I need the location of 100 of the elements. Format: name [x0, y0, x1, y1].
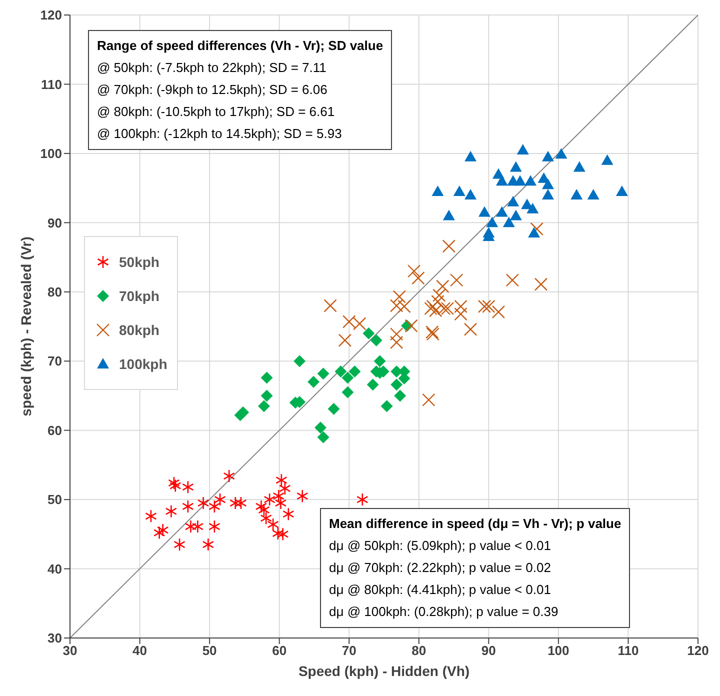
- point: [450, 274, 464, 287]
- point: [342, 372, 354, 384]
- point: [145, 510, 157, 523]
- point: [294, 355, 306, 368]
- y-tick-label: 120: [40, 8, 62, 23]
- point: [492, 305, 506, 319]
- point: [422, 393, 436, 406]
- annotation: @ 50kph: (-7.5kph to 22kph); SD = 7.11: [97, 59, 328, 77]
- x-axis-title: Speed (kph) - Hidden (Vh): [298, 663, 470, 679]
- point: [184, 520, 197, 534]
- point: [197, 496, 210, 510]
- annotation: @ 100kph: (-12kph to 14.5kph); SD = 5.93: [97, 125, 343, 143]
- point: [528, 227, 540, 238]
- point: [496, 206, 508, 217]
- point: [314, 422, 326, 434]
- point: [296, 489, 308, 503]
- point: [264, 492, 276, 506]
- point: [431, 294, 444, 308]
- point: [279, 482, 291, 496]
- point: [214, 492, 226, 506]
- y-tick-label: 110: [41, 76, 62, 92]
- point: [390, 336, 404, 350]
- point: [260, 372, 273, 384]
- point: [392, 290, 406, 304]
- point: [223, 469, 235, 483]
- point: [542, 188, 554, 200]
- point: [380, 400, 393, 412]
- y-tick-label: 50: [48, 492, 62, 508]
- point: [516, 144, 529, 154]
- legend-label: 50kph: [119, 254, 160, 270]
- point: [412, 271, 425, 285]
- legend-label: 70kph: [119, 288, 160, 304]
- x-tick-label: 110: [618, 643, 639, 658]
- point: [524, 175, 537, 186]
- point: [260, 512, 272, 525]
- point: [356, 492, 368, 506]
- point: [362, 327, 375, 340]
- point: [308, 376, 320, 388]
- x-tick-label: 120: [687, 643, 709, 658]
- annotation: @ 70kph: (-9kph to 12.5kph); SD = 6.06: [97, 81, 328, 99]
- point: [432, 186, 444, 196]
- point: [182, 500, 194, 514]
- y-tick-label: 40: [48, 561, 62, 576]
- annotation: @ 80kph: (-10.5kph to 17kph); SD = 6.61: [97, 103, 336, 121]
- point: [390, 378, 403, 391]
- x-tick-label: 60: [272, 643, 287, 658]
- point: [486, 216, 498, 228]
- x-tick-label: 100: [548, 643, 570, 658]
- point: [436, 280, 450, 293]
- y-tick-label: 30: [48, 630, 62, 646]
- y-tick-label: 70: [48, 354, 62, 369]
- point: [464, 322, 478, 336]
- point: [398, 300, 411, 314]
- point: [587, 188, 600, 200]
- point: [208, 520, 220, 534]
- point: [374, 355, 386, 368]
- point: [260, 390, 273, 402]
- point: [342, 386, 354, 398]
- point: [390, 328, 404, 341]
- y-tick-label: 90: [48, 215, 62, 230]
- y-axis-title: speed (kph) - Revealed (Vr): [18, 236, 34, 416]
- point: [616, 186, 628, 196]
- y-tick-label: 100: [40, 146, 62, 162]
- point: [324, 299, 337, 312]
- point: [453, 186, 466, 196]
- annotation: Range of speed differences (Vh - Vr); SD value: [97, 37, 384, 55]
- point: [276, 474, 288, 487]
- point: [442, 240, 456, 253]
- point: [237, 406, 250, 418]
- point: [370, 334, 382, 346]
- point: [348, 365, 361, 378]
- point: [282, 507, 294, 521]
- point: [174, 538, 186, 552]
- point: [507, 196, 520, 206]
- point: [272, 489, 285, 503]
- point: [478, 300, 492, 314]
- annotation: dμ @ 50kph: (5.09kph); p value < 0.01: [329, 537, 552, 555]
- point: [542, 150, 554, 162]
- point: [510, 161, 522, 172]
- point: [328, 402, 340, 415]
- point: [570, 188, 583, 200]
- point: [202, 538, 214, 552]
- point: [394, 390, 406, 402]
- point: [165, 504, 178, 518]
- x-tick-label: 40: [132, 643, 148, 658]
- point: [506, 274, 519, 287]
- point: [258, 400, 270, 412]
- annotation: dμ @ 70kph: (2.22kph); p value = 0.02: [329, 559, 552, 577]
- legend-label: 80kph: [119, 322, 160, 338]
- y-tick-label: 60: [48, 422, 62, 438]
- x-tick-label: 90: [481, 643, 496, 658]
- point: [534, 278, 548, 291]
- y-tick-label: 80: [48, 284, 62, 300]
- point: [478, 206, 490, 217]
- legend-label: 100kph: [119, 356, 168, 372]
- point: [338, 334, 352, 347]
- point: [426, 325, 439, 339]
- point: [274, 496, 287, 510]
- point: [442, 210, 455, 220]
- x-tick-label: 80: [412, 643, 426, 658]
